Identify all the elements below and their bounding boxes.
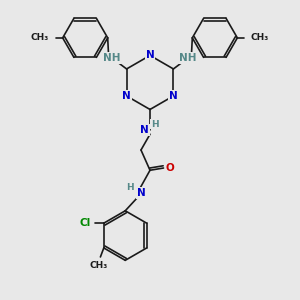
Text: NH: NH	[179, 53, 196, 63]
Text: Cl: Cl	[79, 218, 90, 228]
Text: H: H	[151, 120, 158, 129]
Text: N: N	[169, 91, 178, 101]
Text: CH₃: CH₃	[89, 262, 107, 271]
Text: CH₃: CH₃	[31, 33, 49, 42]
Text: NH: NH	[103, 53, 121, 63]
Text: N: N	[140, 125, 149, 135]
Text: O: O	[166, 163, 175, 173]
Text: H: H	[126, 183, 134, 192]
Text: CH₃: CH₃	[251, 33, 269, 42]
Text: N: N	[146, 50, 154, 60]
Text: N: N	[136, 188, 146, 198]
Text: N: N	[122, 91, 131, 101]
